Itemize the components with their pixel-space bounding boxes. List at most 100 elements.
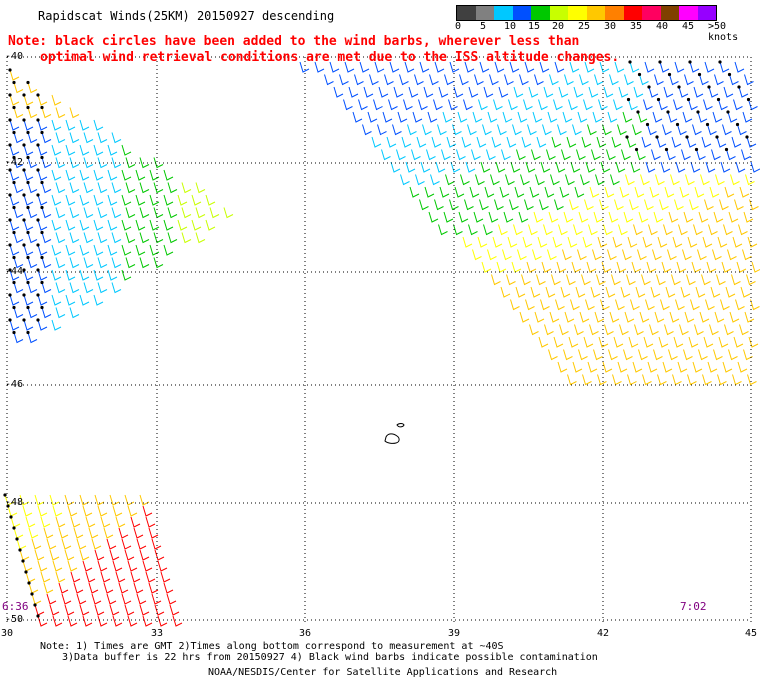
wind-barb: [656, 97, 668, 111]
wind-barb: [726, 110, 738, 123]
wind-barb: [487, 111, 498, 123]
wind-barb: [8, 243, 20, 256]
wind-barb: [617, 124, 627, 136]
wind-barb: [624, 74, 634, 86]
wind-barb: [610, 174, 620, 186]
wind-barb: [73, 527, 84, 539]
wind-barb: [707, 85, 719, 98]
wind-barb: [51, 269, 62, 281]
wind-barb: [718, 60, 730, 73]
wind-barb: [615, 161, 626, 173]
wind-barb: [668, 211, 679, 223]
wind-barb: [587, 361, 598, 373]
wind-barb: [614, 199, 624, 211]
wind-barb: [40, 280, 52, 294]
wind-barb: [712, 249, 722, 261]
wind-barb: [603, 86, 614, 98]
wind-barb: [571, 261, 582, 273]
wind-barb: [573, 224, 583, 236]
wind-barb: [600, 299, 610, 311]
wind-barb: [544, 186, 555, 198]
wind-barb: [637, 249, 647, 261]
wind-barb: [61, 593, 72, 605]
wind-barb: [97, 257, 108, 269]
wind-barb: [103, 582, 114, 594]
wind-barb: [746, 97, 758, 111]
wind-barb: [693, 224, 703, 236]
wind-barb: [367, 111, 378, 123]
wind-barb: [24, 570, 36, 583]
scale-label: 35: [630, 21, 643, 32]
wind-barb: [570, 161, 581, 173]
wind-barb: [660, 299, 670, 311]
wind-barb: [547, 111, 558, 123]
wind-barb: [654, 311, 665, 323]
wind-barb: [31, 538, 42, 550]
wind-barb: [314, 61, 325, 73]
wind-barb: [740, 286, 751, 298]
wind-barb: [586, 261, 597, 273]
wind-barb: [121, 169, 132, 181]
wind-barb: [58, 582, 69, 594]
wind-barb: [26, 80, 38, 94]
wind-barb: [111, 182, 122, 194]
wind-barb: [428, 211, 439, 223]
wind-barb: [617, 361, 628, 373]
wind-barb: [373, 99, 383, 111]
latitude-label: -40: [5, 51, 24, 62]
wind-barb: [474, 74, 484, 86]
wind-barb: [69, 307, 80, 319]
wind-barb: [724, 324, 734, 336]
wind-barb: [711, 149, 721, 161]
wind-barb: [679, 186, 690, 198]
wind-barb: [650, 286, 661, 298]
wind-barb: [26, 180, 38, 194]
wind-barb: [111, 232, 122, 244]
wind-barb: [65, 219, 76, 231]
wind-barb: [452, 124, 462, 136]
wind-barb: [107, 219, 118, 231]
wind-barb: [148, 527, 159, 539]
wind-barb: [136, 538, 147, 550]
wind-barb: [469, 186, 480, 198]
wind-barb: [609, 311, 620, 323]
wind-barb: [750, 161, 760, 173]
wind-barb: [709, 324, 719, 336]
wind-barb: [125, 232, 136, 244]
wind-barb: [657, 374, 667, 386]
wind-barb: [618, 224, 628, 236]
wind-barb: [435, 161, 446, 173]
wind-speed-color-scale: [456, 5, 717, 21]
wind-barb: [652, 111, 663, 123]
wind-barb: [688, 60, 700, 73]
wind-barb: [142, 505, 153, 517]
wind-barb: [627, 374, 637, 386]
scale-label: 25: [578, 21, 591, 32]
wind-barb: [55, 207, 66, 219]
wind-barb: [100, 571, 111, 583]
wind-barb: [459, 74, 469, 86]
wind-barb: [477, 236, 488, 248]
wind-barb: [51, 219, 62, 231]
wind-barb: [453, 86, 464, 98]
wind-barb: [575, 286, 586, 298]
wind-barb: [46, 593, 57, 605]
wind-barb: [434, 199, 444, 211]
wind-barb: [645, 161, 656, 173]
wind-barb: [720, 161, 731, 173]
wind-barb: [333, 86, 344, 98]
wind-barb: [660, 161, 671, 173]
wind-barb: [109, 604, 120, 616]
wind-barb: [521, 136, 532, 148]
wind-barb: [583, 336, 594, 348]
wind-barb: [403, 99, 413, 111]
wind-barb: [747, 236, 758, 248]
wind-barb: [149, 169, 160, 181]
wind-barb: [167, 232, 178, 244]
wind-barb: [513, 86, 524, 98]
wind-barb: [489, 74, 499, 86]
wind-barb: [619, 324, 629, 336]
wind-barb: [666, 110, 678, 123]
wind-barb: [133, 582, 144, 594]
wind-barb: [673, 99, 683, 111]
